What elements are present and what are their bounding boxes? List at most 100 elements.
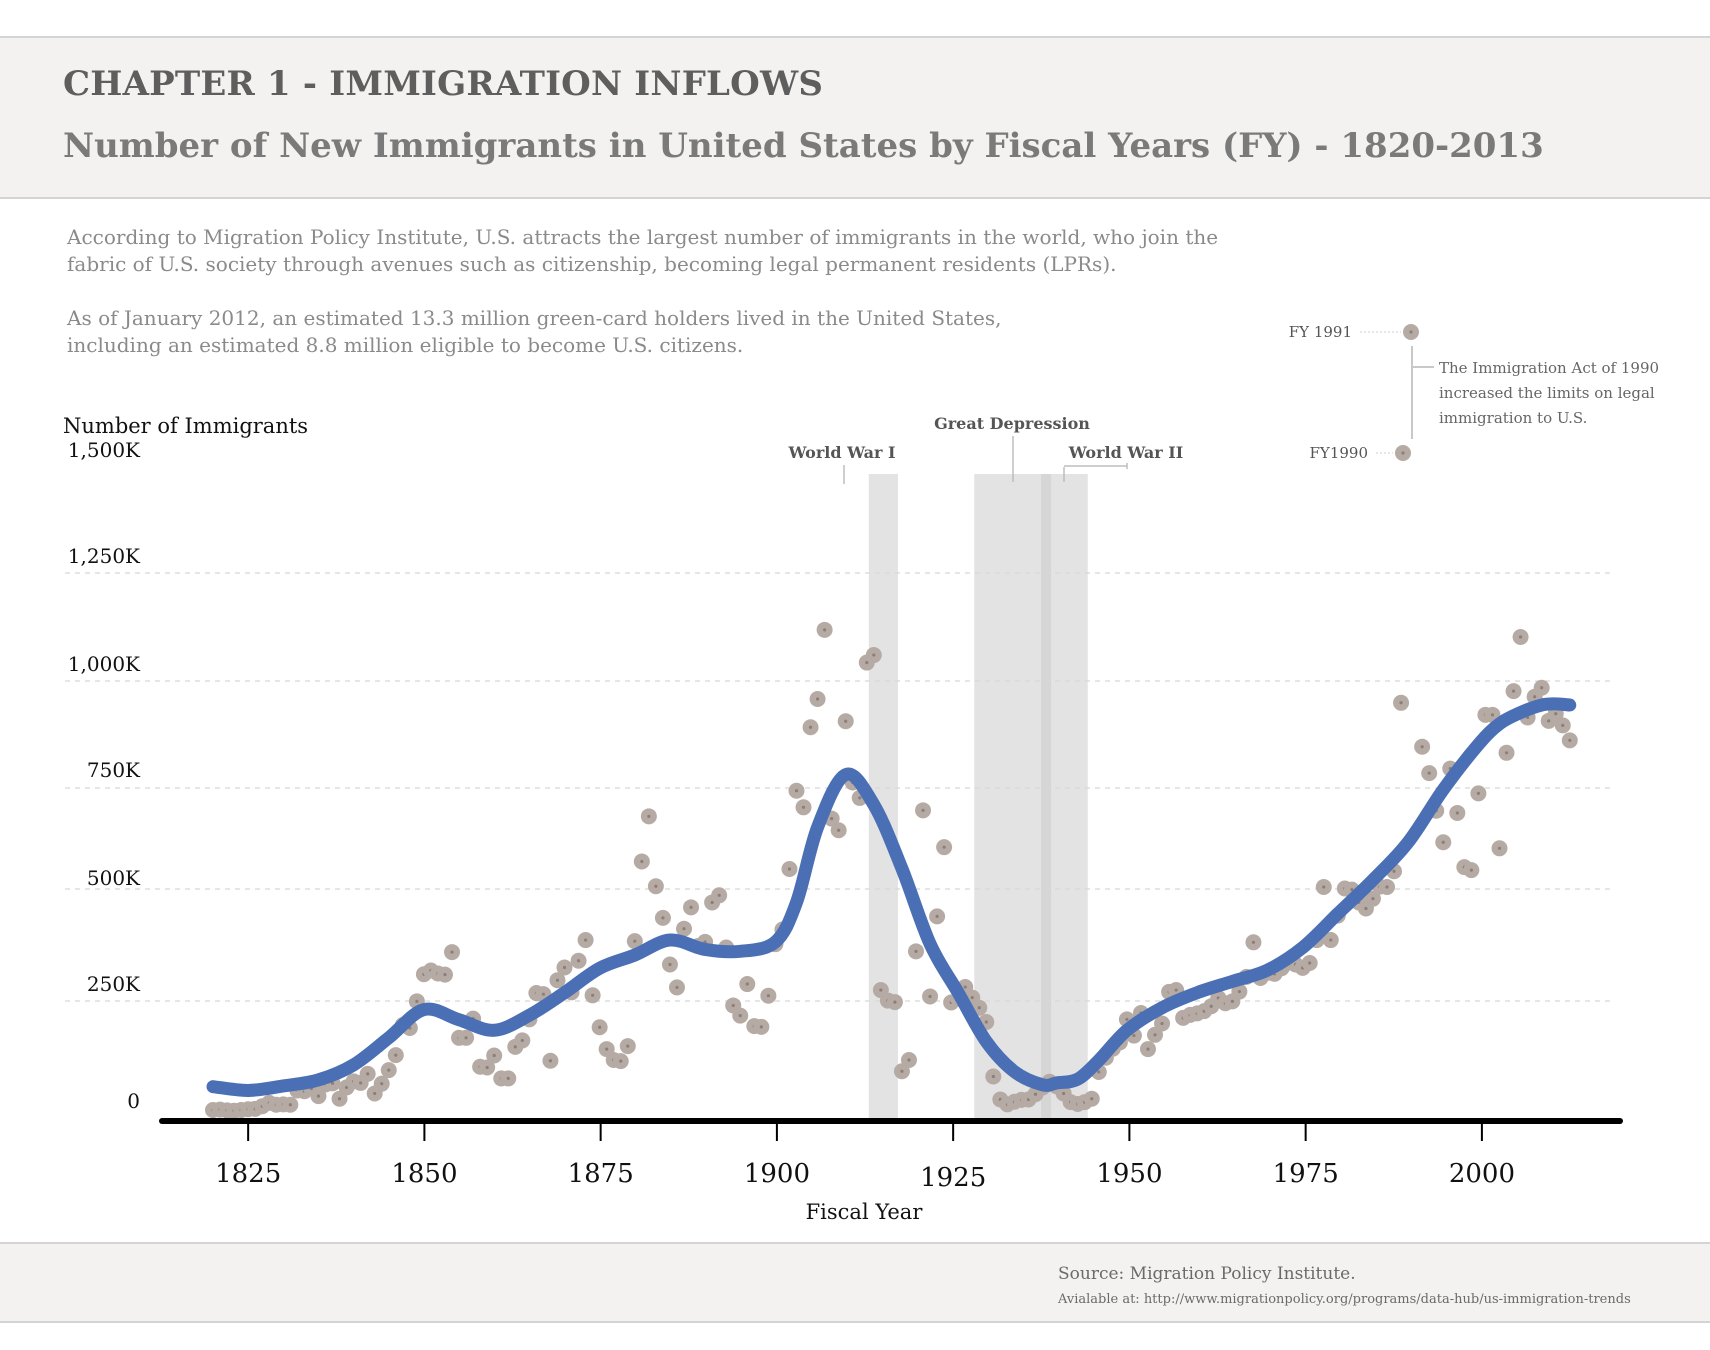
data-point-center — [942, 845, 946, 849]
data-point-center — [689, 905, 693, 909]
x-axis-ticks: 1825 1850 1875 1900 1925 1950 1975 2000 — [215, 1121, 1515, 1193]
x-tick-label: 1925 — [920, 1163, 986, 1193]
intro-line: As of January 2012, an estimated 13.3 mi… — [67, 306, 1002, 330]
data-point-center — [675, 985, 679, 990]
intro-paragraph-2: As of January 2012, an estimated 13.3 mi… — [67, 305, 1001, 359]
data-point-center — [647, 814, 651, 818]
event-label: World War II — [1068, 443, 1184, 462]
data-point-center — [1533, 695, 1537, 699]
data-point-center — [380, 1082, 384, 1086]
data-point-center — [710, 900, 714, 905]
data-point-center — [450, 950, 454, 954]
data-point-center — [1420, 745, 1424, 749]
data-point-center — [1364, 906, 1368, 911]
annotation-text: immigration to U.S. — [1439, 409, 1587, 427]
data-point-center — [337, 1097, 342, 1101]
data-point-center — [1322, 885, 1326, 889]
data-point-center — [555, 978, 560, 982]
annotation-text: The Immigration Act of 1990 — [1439, 359, 1659, 377]
shade-overlap — [1041, 474, 1052, 1118]
data-point-center — [1392, 869, 1396, 873]
data-point-center — [513, 1045, 517, 1049]
data-point-center — [1547, 719, 1551, 723]
data-point-center — [548, 1059, 553, 1063]
data-point-center — [562, 965, 567, 970]
header-band: CHAPTER 1 - IMMIGRATION INFLOWS Number o… — [0, 36, 1710, 199]
source-url: Avialable at: http://www.migrationpolicy… — [1058, 1292, 1631, 1307]
data-point-center — [359, 1081, 363, 1085]
y-tick-label: 250K — [87, 972, 141, 996]
x-tick-label: 1850 — [391, 1159, 457, 1189]
source-text: Source: Migration Policy Institute. — [1058, 1264, 1356, 1284]
data-point-center — [717, 893, 721, 897]
data-point-center — [583, 938, 588, 942]
data-point-center — [661, 916, 665, 920]
data-point-center — [766, 994, 770, 998]
data-point-center — [1308, 961, 1312, 965]
data-point-center — [1441, 840, 1445, 844]
data-point-center — [837, 828, 841, 832]
y-axis-title: Number of Immigrants — [63, 414, 308, 438]
data-point-center — [633, 939, 637, 943]
intro-paragraph-1: According to Migration Policy Institute,… — [67, 224, 1218, 278]
data-point-center — [893, 1000, 897, 1004]
data-point-center — [316, 1094, 321, 1098]
data-point-center — [1371, 897, 1375, 901]
data-point-center — [1511, 689, 1516, 693]
data-point-center — [794, 789, 799, 793]
x-tick-label: 2000 — [1449, 1159, 1515, 1189]
data-point-center — [759, 1025, 763, 1029]
data-point-center — [731, 1003, 735, 1008]
data-point-center — [394, 1053, 398, 1057]
annotation-text: increased the limits on legal — [1439, 384, 1655, 402]
data-point-center — [1385, 885, 1389, 889]
data-point-center — [1146, 1047, 1150, 1051]
data-point-center — [823, 628, 827, 632]
data-point-center — [619, 1059, 623, 1063]
data-point-center — [1230, 999, 1234, 1003]
x-tick-label: 1975 — [1273, 1159, 1339, 1189]
data-point-center — [1561, 723, 1565, 727]
data-point-center — [640, 859, 644, 864]
scatter-points — [205, 621, 1578, 1119]
data-point-center — [815, 697, 820, 701]
event-label: Great Depression — [934, 414, 1090, 433]
data-point-center — [900, 1069, 904, 1073]
data-point-center — [1490, 713, 1495, 717]
data-point-center — [858, 796, 862, 800]
fy-annotation: FY 1991 FY1990 The Immigration Act of 1990… — [1289, 323, 1659, 462]
x-tick-label: 1875 — [568, 1159, 634, 1189]
data-point-center — [682, 927, 686, 931]
chapter-title: CHAPTER 1 - IMMIGRATION INFLOWS — [63, 64, 824, 104]
data-point-center — [373, 1091, 377, 1096]
data-point-center — [1174, 988, 1178, 992]
x-tick-label: 1950 — [1096, 1159, 1162, 1189]
data-point-center — [344, 1085, 349, 1090]
data-point-center — [415, 999, 419, 1003]
data-point-center — [1476, 791, 1480, 796]
data-point-center — [443, 973, 447, 977]
data-point-center — [1504, 751, 1509, 755]
y-tick-label: 750K — [87, 758, 141, 782]
shade-world-war-ii — [1044, 474, 1088, 1118]
data-point-center — [598, 1025, 602, 1029]
data-point-center — [654, 884, 658, 888]
intro-line: fabric of U.S. society through avenues s… — [67, 252, 1117, 276]
data-point-center — [330, 1081, 335, 1085]
data-point-center — [879, 988, 883, 992]
data-point-center — [464, 1036, 468, 1040]
data-point-center — [1427, 771, 1431, 775]
data-point-center — [1251, 940, 1256, 944]
data-point-center — [928, 994, 932, 999]
intro-line: including an estimated 8.8 million eligi… — [67, 333, 744, 357]
data-point-center — [1401, 451, 1405, 455]
data-point-center — [1568, 738, 1572, 742]
data-point-center — [1237, 989, 1241, 994]
y-tick-label: 1,250K — [68, 544, 141, 568]
y-axis-ticks: 0 250K 500K 750K 1,000K 1,250K 1,500K — [68, 438, 141, 1113]
x-axis-title: Fiscal Year — [806, 1200, 924, 1224]
data-point-center — [288, 1103, 292, 1107]
data-point-center — [668, 962, 672, 967]
data-point-center — [1399, 701, 1403, 705]
